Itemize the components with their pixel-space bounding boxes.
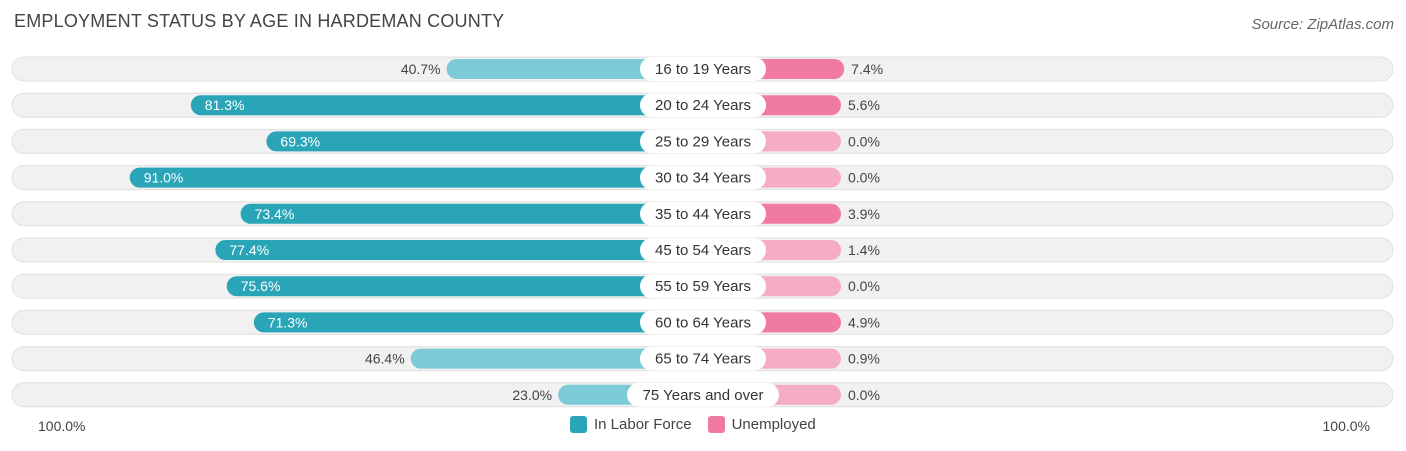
category-pill	[640, 165, 766, 190]
value-label-labor: 23.0%	[512, 387, 552, 403]
axis-right-label: 100.0%	[1322, 418, 1370, 434]
category-label: 65 to 74 Years	[655, 351, 751, 368]
category-label: 35 to 44 Years	[655, 206, 751, 223]
value-label-unemployed: 3.9%	[848, 206, 880, 222]
category-pill	[640, 93, 766, 118]
category-label: 16 to 19 Years	[655, 61, 751, 78]
value-label-unemployed: 0.0%	[848, 133, 880, 149]
legend-label-labor: In Labor Force	[594, 416, 692, 433]
value-label-labor: 40.7%	[401, 61, 441, 77]
bar-labor	[240, 203, 703, 224]
legend-item-labor: In Labor Force	[570, 416, 692, 433]
value-label-labor: 77.4%	[229, 242, 269, 258]
value-label-unemployed: 0.0%	[848, 387, 880, 403]
bar-labor	[226, 276, 703, 297]
value-label-unemployed: 0.0%	[848, 278, 880, 294]
bar-labor	[215, 240, 703, 260]
bar-labor	[446, 59, 703, 79]
category-label: 20 to 24 Years	[655, 97, 751, 114]
value-label-unemployed: 7.4%	[851, 61, 883, 77]
value-label-unemployed: 5.6%	[848, 97, 880, 113]
category-pill	[640, 238, 766, 262]
bar-labor	[410, 348, 703, 369]
category-label: 45 to 54 Years	[655, 242, 751, 259]
bar-labor	[253, 312, 703, 333]
category-pill	[640, 346, 766, 371]
value-label-labor: 46.4%	[365, 351, 405, 367]
bar-labor	[190, 95, 703, 116]
value-label-labor: 73.4%	[255, 206, 295, 222]
value-label-unemployed: 4.9%	[848, 314, 880, 330]
legend-swatch-labor	[570, 416, 587, 433]
bar-labor	[129, 167, 703, 188]
legend-item-unemployed: Unemployed	[707, 416, 816, 433]
category-label: 55 to 59 Years	[655, 278, 751, 295]
axis-left-label: 100.0%	[38, 418, 86, 434]
value-label-labor: 69.3%	[280, 133, 320, 149]
legend-label-unemployed: Unemployed	[731, 416, 816, 433]
bar-labor	[266, 131, 703, 152]
category-label: 75 Years and over	[643, 387, 764, 404]
value-label-labor: 75.6%	[241, 278, 281, 294]
category-pill	[640, 57, 766, 81]
category-pill	[627, 382, 779, 407]
category-pill	[640, 310, 766, 335]
value-label-unemployed: 0.9%	[848, 351, 880, 367]
legend-swatch-unemployed	[707, 416, 725, 433]
category-pill	[640, 201, 766, 226]
category-label: 25 to 29 Years	[655, 133, 751, 150]
category-label: 60 to 64 Years	[655, 314, 751, 331]
category-pill	[640, 129, 766, 154]
chart-title: EMPLOYMENT STATUS BY AGE IN HARDEMAN COU…	[14, 11, 505, 31]
category-pill	[640, 274, 766, 299]
source-credit: Source: ZipAtlas.com	[1251, 16, 1394, 33]
value-label-unemployed: 0.0%	[848, 170, 880, 186]
value-label-unemployed: 1.4%	[848, 242, 880, 258]
legend: In Labor Force Unemployed	[570, 416, 832, 433]
value-label-labor: 71.3%	[268, 314, 308, 330]
category-label: 30 to 34 Years	[655, 170, 751, 187]
value-label-labor: 91.0%	[144, 170, 184, 186]
value-label-labor: 81.3%	[205, 97, 245, 113]
